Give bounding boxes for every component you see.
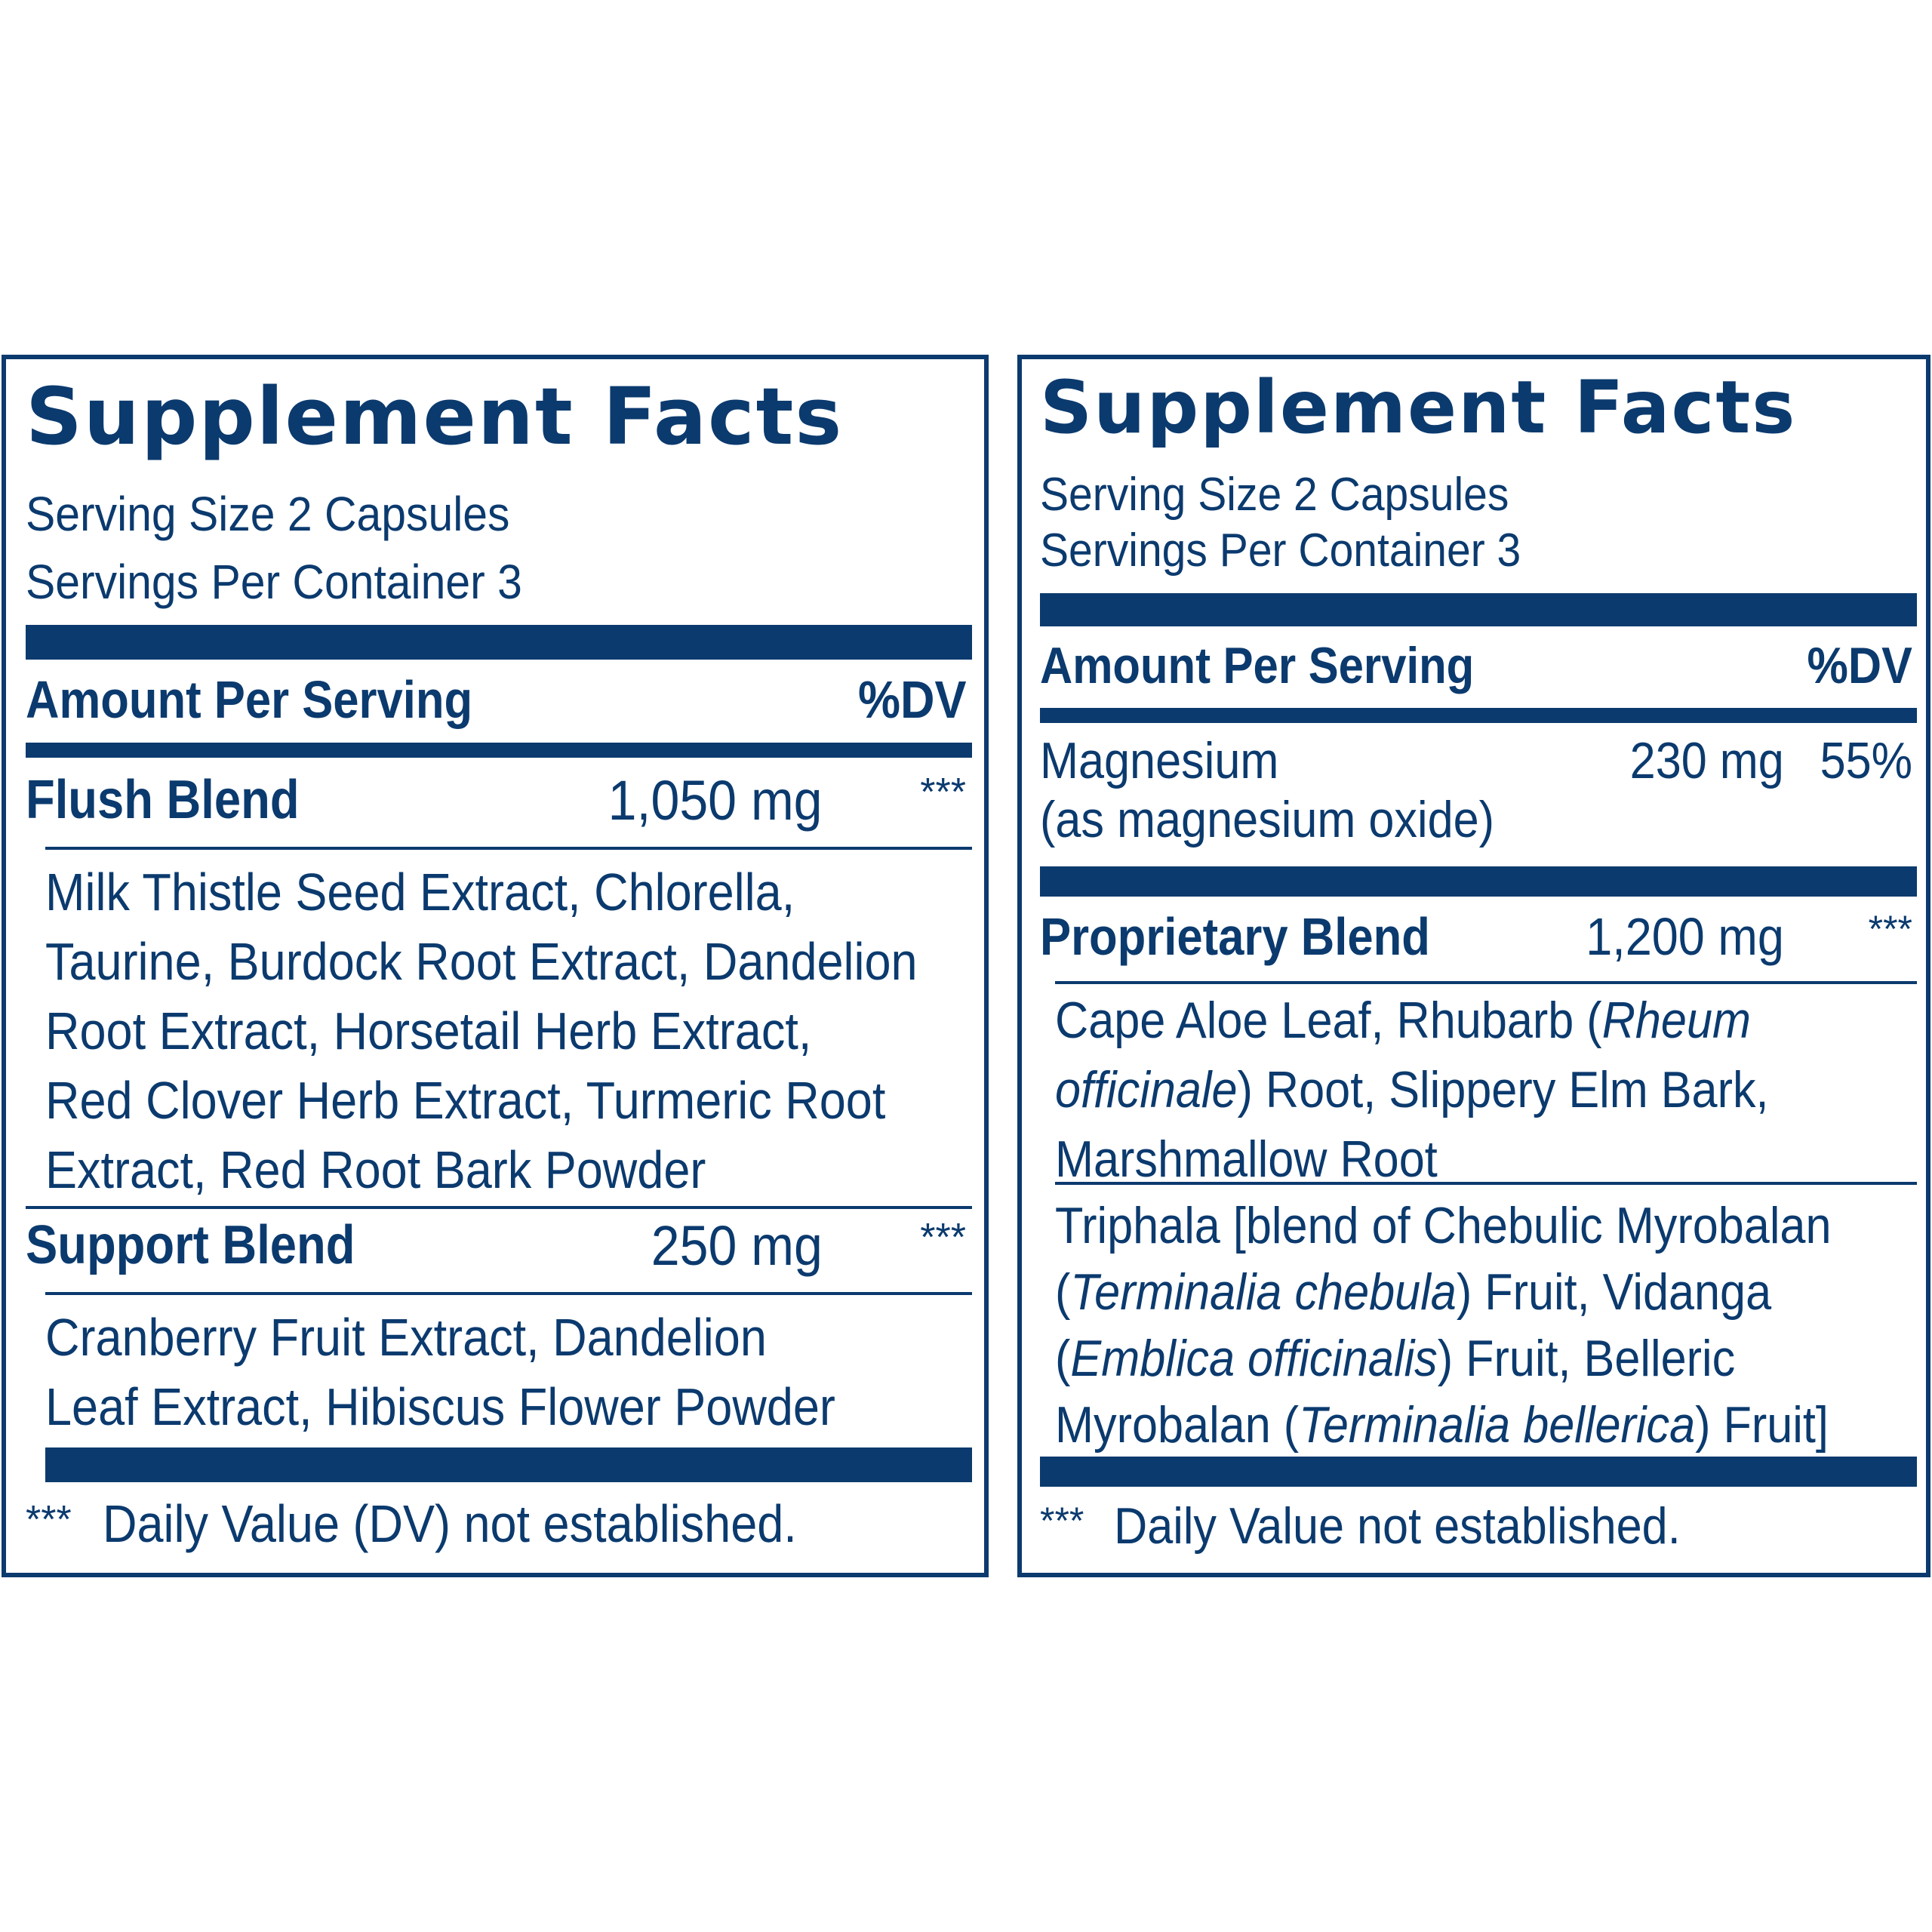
thick-divider: [1040, 866, 1917, 897]
ingredient-line: Cranberry Fruit Extract, Dandelion: [45, 1308, 767, 1367]
medium-divider: [26, 743, 972, 758]
thick-divider: [45, 1447, 972, 1482]
ingredient-line: (Terminalia chebula) Fruit, Vidanga: [1055, 1263, 1772, 1321]
thin-divider: [45, 847, 972, 850]
supplement-facts-panel-left: Supplement Facts Serving Size 2 Capsules…: [2, 355, 989, 1577]
ingredient-line: Leaf Extract, Hibiscus Flower Powder: [45, 1377, 835, 1436]
ingredient-line: Triphala [blend of Chebulic Myrobalan: [1055, 1197, 1832, 1254]
servings-per-container: Servings Per Container 3: [1040, 525, 1521, 577]
support-blend-amount: 250 mg: [651, 1214, 823, 1277]
botanical-name: Emblica officinalis: [1070, 1330, 1438, 1387]
servings-per-container: Servings Per Container 3: [26, 555, 522, 609]
footnote-marker: ***: [1040, 1500, 1084, 1542]
botanical-name: Rheum: [1601, 992, 1751, 1049]
panel-title: Supplement Facts: [1040, 365, 1797, 450]
serving-size: Serving Size 2 Capsules: [26, 487, 510, 541]
medium-divider: [1040, 708, 1917, 723]
footnote-marker: ***: [26, 1498, 72, 1542]
thin-divider: [26, 1206, 972, 1209]
flush-blend-name: Flush Blend: [26, 770, 300, 830]
footnote-text: Daily Value not established.: [1114, 1497, 1681, 1555]
flush-blend-dv: ***: [920, 771, 966, 814]
botanical-name: officinale: [1055, 1061, 1238, 1118]
thick-divider: [1040, 1457, 1917, 1487]
flush-blend-ingredients: Milk Thistle Seed Extract, Chlorella, Ta…: [45, 857, 918, 1204]
thick-divider: [26, 625, 972, 660]
support-blend-dv: ***: [920, 1216, 966, 1260]
magnesium-form: (as magnesium oxide): [1040, 791, 1495, 848]
magnesium-dv: 55%: [1820, 732, 1912, 789]
supplement-facts-panel-right: Supplement Facts Serving Size 2 Capsules…: [1017, 355, 1930, 1577]
proprietary-blend-ingredients-1: Cape Aloe Leaf, Rhubarb (Rheum officinal…: [1055, 986, 1769, 1194]
ingredient-line: Milk Thistle Seed Extract, Chlorella,: [45, 863, 795, 921]
ingredient-line: Cape Aloe Leaf, Rhubarb (Rheum: [1055, 992, 1751, 1049]
amount-per-serving-header: Amount Per Serving: [26, 670, 473, 729]
ingredient-line: Red Clover Herb Extract, Turmeric Root: [45, 1071, 886, 1130]
thin-divider: [1055, 981, 1917, 984]
magnesium-name: Magnesium: [1040, 732, 1279, 789]
flush-blend-amount: 1,050 mg: [608, 769, 823, 832]
ingredient-line: Root Extract, Horsetail Herb Extract,: [45, 1001, 812, 1060]
ingredient-line: Marshmallow Root: [1055, 1131, 1438, 1188]
support-blend-name: Support Blend: [26, 1215, 355, 1275]
proprietary-blend-dv: ***: [1868, 908, 1912, 950]
thick-divider: [1040, 593, 1917, 626]
ingredient-line: Extract, Red Root Bark Powder: [45, 1140, 706, 1199]
serving-size: Serving Size 2 Capsules: [1040, 469, 1509, 521]
dv-header: %DV: [857, 670, 966, 729]
panel-title: Supplement Facts: [26, 371, 844, 463]
proprietary-blend-ingredients-2: Triphala [blend of Chebulic Myrobalan (T…: [1055, 1192, 1832, 1458]
ingredient-line: Taurine, Burdock Root Extract, Dandelion: [45, 932, 918, 991]
ingredient-line: Myrobalan (Terminalia bellerica) Fruit]: [1055, 1396, 1829, 1454]
ingredient-line: (Emblica officinalis) Fruit, Belleric: [1055, 1330, 1736, 1387]
amount-per-serving-header: Amount Per Serving: [1040, 637, 1475, 694]
thin-divider: [45, 1292, 972, 1295]
proprietary-blend-amount: 1,200 mg: [1586, 907, 1784, 966]
thin-divider: [1055, 1182, 1917, 1185]
footnote-text: Daily Value (DV) not established.: [103, 1494, 797, 1553]
ingredient-line: officinale) Root, Slippery Elm Bark,: [1055, 1061, 1769, 1118]
proprietary-blend-name: Proprietary Blend: [1040, 907, 1430, 966]
magnesium-amount: 230 mg: [1629, 732, 1784, 789]
dv-header: %DV: [1807, 637, 1912, 694]
support-blend-ingredients: Cranberry Fruit Extract, Dandelion Leaf …: [45, 1303, 835, 1441]
botanical-name: Terminalia chebula: [1070, 1263, 1457, 1321]
botanical-name: Terminalia bellerica: [1299, 1396, 1696, 1454]
